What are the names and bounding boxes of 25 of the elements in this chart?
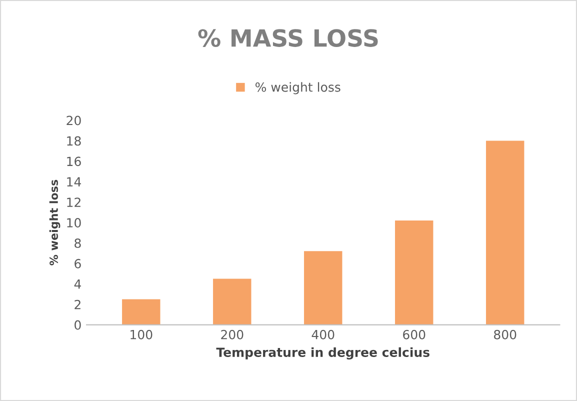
x-tick-label: 400 bbox=[312, 330, 334, 340]
y-tick-label: 14 bbox=[67, 177, 81, 186]
y-tick-label: 0 bbox=[74, 320, 81, 330]
y-tick-label: 18 bbox=[67, 136, 81, 146]
bar bbox=[304, 251, 342, 325]
y-tick-label: 12 bbox=[67, 198, 80, 207]
x-tick-label: 600 bbox=[403, 330, 426, 340]
y-tick-label: 16 bbox=[67, 156, 81, 166]
legend-label: % weight loss bbox=[256, 82, 340, 94]
y-tick-label: 20 bbox=[66, 116, 81, 126]
x-axis-title: Temperature in degree celcius bbox=[216, 347, 430, 360]
bar bbox=[395, 220, 434, 325]
x-tick-label: 200 bbox=[221, 330, 244, 340]
chart-title: % MASS LOSS bbox=[198, 29, 378, 47]
y-tick-label: 10 bbox=[67, 218, 81, 228]
bar bbox=[486, 140, 524, 325]
x-tick-label: 800 bbox=[494, 330, 516, 340]
y-tick-label: 8 bbox=[74, 238, 81, 248]
y-tick-label: 2 bbox=[74, 300, 80, 310]
y-axis-title: % weight loss bbox=[49, 180, 60, 266]
x-tick-label: 100 bbox=[130, 330, 152, 340]
y-tick-label: 4 bbox=[74, 280, 81, 289]
bar bbox=[122, 299, 160, 325]
bar bbox=[213, 278, 252, 325]
y-tick-label: 6 bbox=[74, 258, 81, 268]
